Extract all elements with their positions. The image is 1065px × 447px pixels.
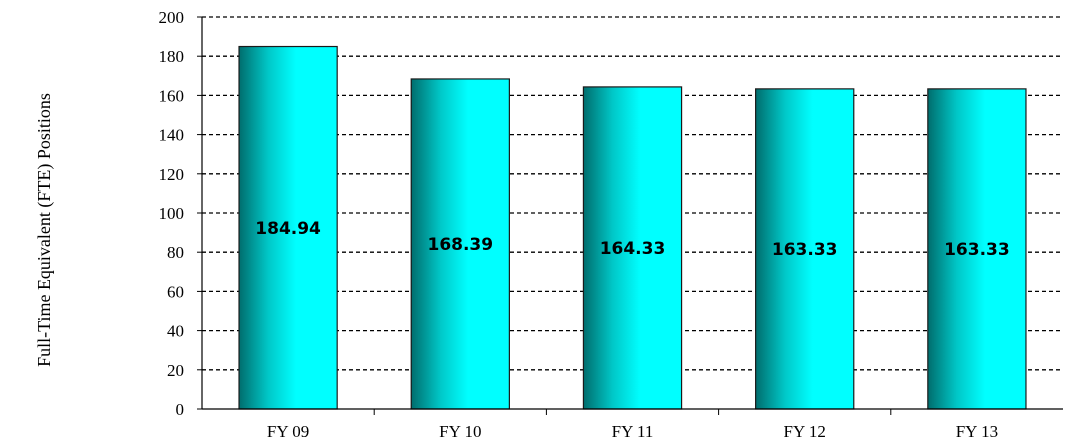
bar-fy-09	[238, 45, 338, 410]
y-tick-label: 180	[159, 47, 185, 66]
y-tick-label: 140	[159, 126, 185, 145]
data-labels: 184.94 168.39 164.33 163.33 163.33	[255, 219, 1009, 260]
y-tick-label: 40	[167, 322, 184, 341]
x-tick-label: FY 09	[267, 422, 309, 441]
bars	[238, 45, 1027, 410]
data-label: 163.33	[772, 240, 838, 260]
data-label: 184.94	[255, 219, 321, 239]
data-label: 168.39	[427, 235, 493, 255]
y-axis-title: Full-Time Equivalent (FTE) Positions	[34, 93, 55, 367]
bar-fy-10	[410, 78, 510, 410]
data-label: 163.33	[944, 240, 1010, 260]
y-tick-label: 0	[176, 400, 185, 419]
bar-fy-13	[927, 88, 1027, 410]
y-tick-label: 60	[167, 282, 184, 301]
x-tick-label: FY 11	[612, 422, 654, 441]
y-tick-label: 100	[159, 204, 185, 223]
axes: 0 20 40 60 80 100 120 140 160 180 200 FY 09 FY 10 FY …	[159, 8, 1063, 441]
y-tick-label: 80	[167, 243, 184, 262]
x-tick-label: FY 12	[784, 422, 826, 441]
y-tick-label: 160	[159, 86, 185, 105]
y-tick-label: 20	[167, 361, 184, 380]
y-tick-label: 200	[159, 8, 185, 27]
x-tick-label: FY 13	[956, 422, 998, 441]
data-label: 164.33	[600, 239, 666, 259]
y-tick-label: 120	[159, 165, 185, 184]
x-tick-label: FY 10	[439, 422, 481, 441]
bar-fy-12	[755, 88, 855, 410]
